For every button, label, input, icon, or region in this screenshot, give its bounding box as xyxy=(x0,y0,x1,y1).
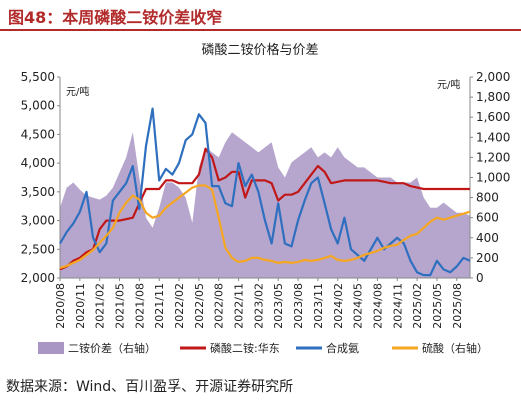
figure-title: 图48：本周磷酸二铵价差收窄 xyxy=(8,8,223,27)
left-tick-label: 3,000 xyxy=(21,214,55,228)
lines-layer xyxy=(59,107,471,277)
right-tick-label: 1,800 xyxy=(476,90,510,104)
right-tick-label: 200 xyxy=(476,251,499,265)
right-tick-label: 1,600 xyxy=(476,110,510,124)
spread-area-layer xyxy=(60,132,470,278)
right-tick-label: 1,400 xyxy=(476,130,510,144)
x-tick-label: 2025/02 xyxy=(411,283,424,329)
title-rule xyxy=(0,29,521,31)
price-spread-chart: 磷酸二铵价格与价差 元/吨 元/吨 2,000 2,500 3,000 3,500 4,… xyxy=(21,42,511,355)
x-tick-label: 2021/02 xyxy=(94,283,107,329)
left-tick-label: 5,500 xyxy=(21,70,55,84)
right-tick-label: 1,000 xyxy=(476,171,510,185)
x-tick-label: 2022/11 xyxy=(233,283,246,329)
legend-label: 硫酸（右轴） xyxy=(422,341,488,355)
right-tick-label: 800 xyxy=(476,191,499,205)
left-tick-label: 3,500 xyxy=(21,185,55,199)
x-tick-label: 2023/05 xyxy=(272,283,285,329)
spread-area xyxy=(60,132,470,278)
x-tick-label: 2024/05 xyxy=(352,283,365,329)
x-tick-label: 2022/08 xyxy=(213,283,226,329)
x-tick-label: 2023/08 xyxy=(292,283,305,329)
right-axis-unit: 元/吨 xyxy=(437,78,460,91)
x-tick-label: 2020/08 xyxy=(54,283,67,329)
left-axis-unit: 元/吨 xyxy=(66,85,89,98)
left-tick-label: 4,500 xyxy=(21,127,55,141)
left-tick-label: 2,500 xyxy=(21,242,55,256)
x-tick-label: 2022/05 xyxy=(193,283,206,329)
x-tick-label: 2024/02 xyxy=(332,283,345,329)
legend-swatch xyxy=(38,342,64,354)
x-tick-label: 2023/11 xyxy=(312,283,325,329)
x-tick-label: 2025/08 xyxy=(451,283,464,329)
left-tick-label: 4,000 xyxy=(21,156,55,170)
chart-title: 磷酸二铵价格与价差 xyxy=(201,42,318,58)
sulfuric-line xyxy=(59,184,471,269)
right-tick-label: 0 xyxy=(476,271,484,285)
legend-label: 合成氨 xyxy=(326,341,359,355)
x-tick-label: 2020/11 xyxy=(74,283,87,329)
right-tick-label: 1,200 xyxy=(476,150,510,164)
tick-labels-layer: 2,000 2,500 3,000 3,500 4,000 4,500 5,000 5,500… xyxy=(21,70,511,329)
right-tick-label: 2,000 xyxy=(476,70,510,84)
x-tick-label: 2022/02 xyxy=(173,283,186,329)
left-tick-label: 5,000 xyxy=(21,99,55,113)
left-tick-label: 2,000 xyxy=(21,271,55,285)
x-tick-label: 2021/11 xyxy=(153,283,166,329)
x-tick-label: 2023/02 xyxy=(252,283,265,329)
legend: 二铵价差（右轴） 磷酸二铵:华东 合成氨 硫酸（右轴） xyxy=(38,341,488,355)
x-tick-label: 2025/05 xyxy=(431,283,444,329)
x-tick-label: 2021/08 xyxy=(133,283,146,329)
x-tick-label: 2024/08 xyxy=(371,283,384,329)
right-tick-label: 600 xyxy=(476,211,499,225)
axes-layer xyxy=(57,76,473,281)
dap-line xyxy=(59,147,470,271)
source-note: 数据来源：Wind、百川盈孚、开源证券研究所 xyxy=(6,379,294,395)
x-tick-label: 2024/11 xyxy=(391,283,404,329)
x-tick-label: 2021/05 xyxy=(114,283,127,329)
legend-label: 磷酸二铵:华东 xyxy=(210,341,280,355)
legend-label: 二铵价差（右轴） xyxy=(68,341,156,355)
right-tick-label: 400 xyxy=(476,231,499,245)
